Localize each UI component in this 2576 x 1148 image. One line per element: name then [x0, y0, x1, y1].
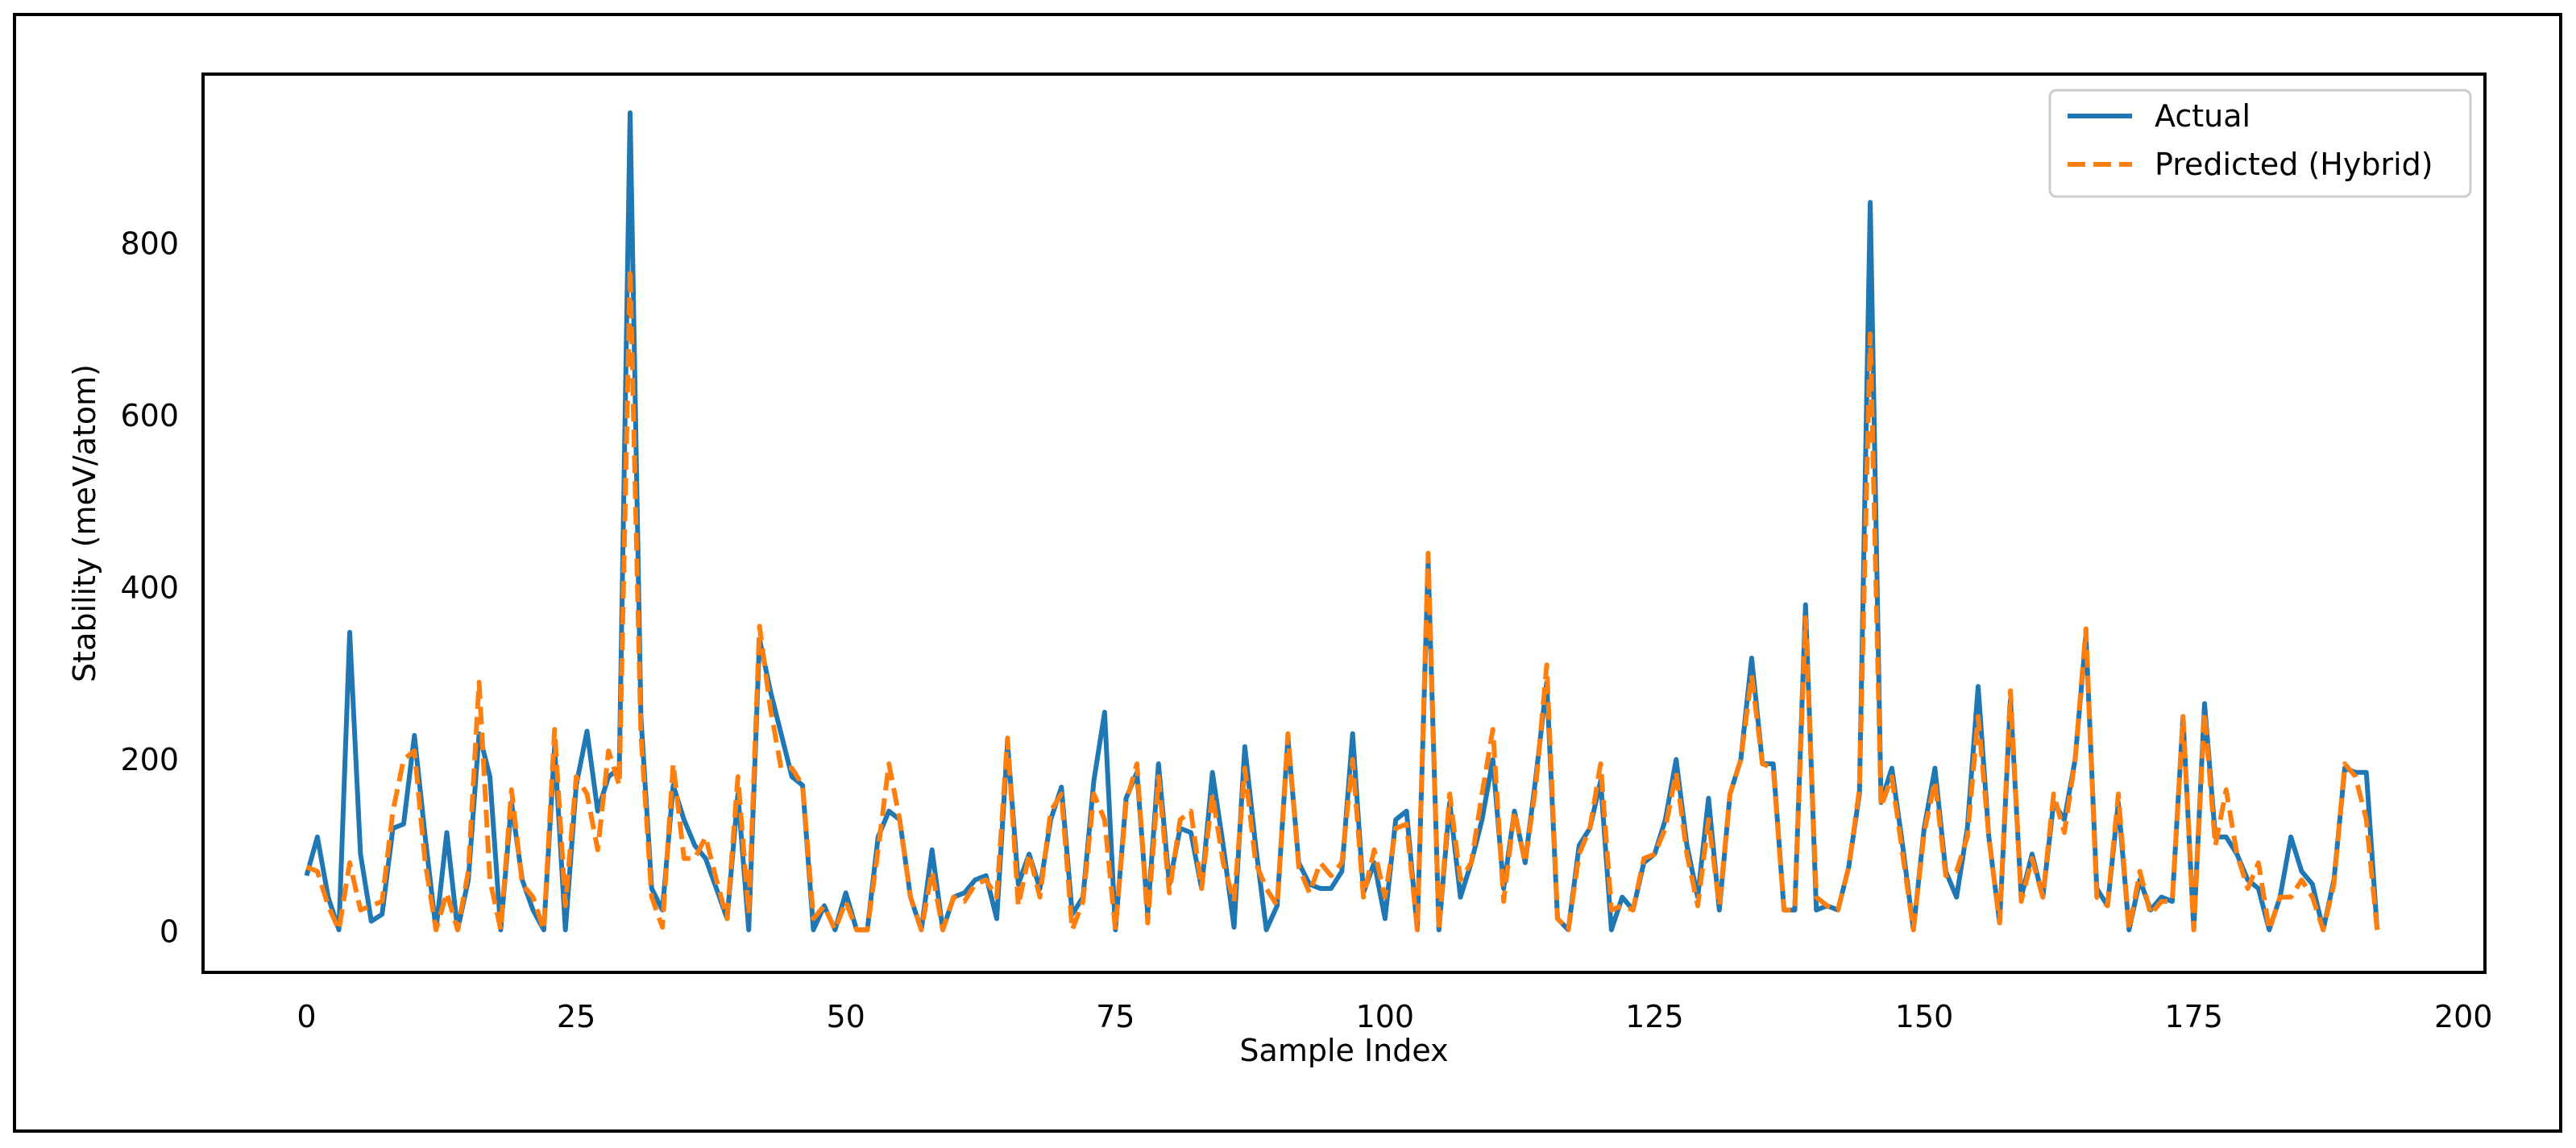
x-axis-label: Sample Index — [1239, 1033, 1448, 1068]
legend-label: Predicted (Hybrid) — [2155, 147, 2433, 182]
legend: Actual Predicted (Hybrid) — [2048, 89, 2472, 198]
y-axis-ticks: 0 200 400 600 800 — [120, 226, 179, 949]
x-tick-label: 200 — [2434, 999, 2493, 1034]
y-tick-label: 600 — [120, 398, 179, 433]
x-tick-label: 50 — [826, 999, 865, 1034]
x-tick-label: 75 — [1096, 999, 1135, 1034]
x-tick-label: 0 — [297, 999, 316, 1034]
series-line-predicted — [305, 267, 2380, 933]
y-axis-label: Stability (meV/atom) — [67, 364, 102, 682]
series-layer — [304, 110, 2380, 933]
x-tick-label: 100 — [1356, 999, 1415, 1034]
x-tick-label: 150 — [1895, 999, 1954, 1034]
y-tick-label: 800 — [120, 226, 179, 261]
y-tick-label: 200 — [120, 742, 179, 777]
legend-frame — [2048, 89, 2472, 198]
x-axis-ticks: 0 25 50 75 100 125 150 175 200 — [297, 999, 2492, 1034]
series-line-actual — [304, 110, 2380, 933]
x-tick-label: 175 — [2164, 999, 2223, 1034]
axes-frame — [201, 73, 2487, 974]
y-tick-label: 400 — [120, 570, 179, 605]
legend-label: Actual — [2155, 98, 2250, 134]
x-tick-label: 125 — [1625, 999, 1684, 1034]
y-tick-label: 0 — [160, 914, 179, 949]
outer-frame — [13, 13, 2562, 1133]
x-tick-label: 25 — [557, 999, 595, 1034]
